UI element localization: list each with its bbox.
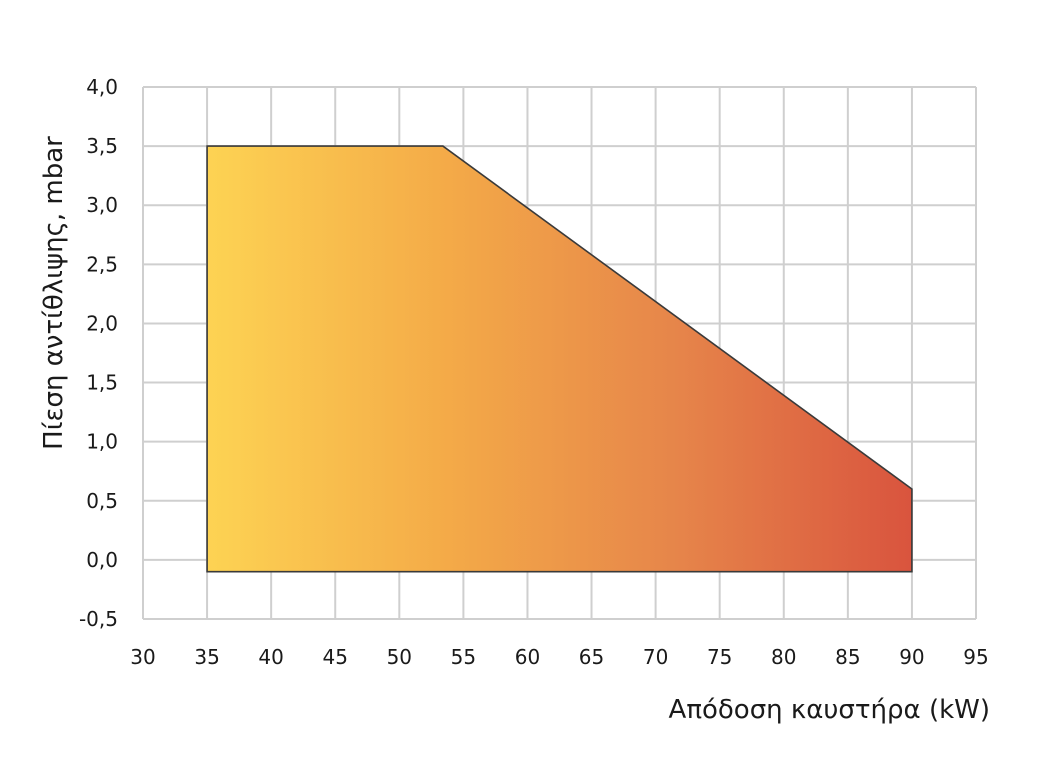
plot-area bbox=[206, 145, 913, 573]
x-tick-label: 60 bbox=[515, 645, 540, 669]
x-tick-label: 80 bbox=[771, 645, 796, 669]
x-tick-label: 45 bbox=[323, 645, 348, 669]
y-tick-label: 1,0 bbox=[86, 430, 118, 454]
y-tick-label: 0,5 bbox=[86, 489, 118, 513]
y-axis-ticks: -0,5 0,0 0,5 1,0 1,5 2,0 2,5 3,0 3,5 4,0 bbox=[79, 75, 118, 631]
x-tick-label: 85 bbox=[835, 645, 860, 669]
y-tick-label: 1,5 bbox=[86, 371, 118, 395]
x-tick-label: 50 bbox=[387, 645, 412, 669]
y-tick-label: 2,0 bbox=[86, 311, 118, 335]
x-tick-label: 30 bbox=[130, 645, 155, 669]
x-axis-title: Απόδοση καυστήρα (kW) bbox=[669, 695, 990, 725]
operating-range-area bbox=[206, 145, 913, 573]
y-tick-label: 0,0 bbox=[86, 548, 118, 572]
y-tick-label: 3,0 bbox=[86, 193, 118, 217]
y-axis-title: Πίεση αντίθλιψης, mbar bbox=[39, 136, 69, 450]
x-tick-label: 70 bbox=[643, 645, 668, 669]
x-tick-label: 55 bbox=[451, 645, 476, 669]
x-tick-label: 65 bbox=[579, 645, 604, 669]
y-tick-label: 2,5 bbox=[86, 252, 118, 276]
x-tick-label: 95 bbox=[963, 645, 988, 669]
x-axis-ticks: 30 35 40 45 50 55 60 65 70 75 80 85 90 95 bbox=[130, 645, 988, 669]
y-tick-label: -0,5 bbox=[79, 607, 118, 631]
x-tick-label: 75 bbox=[707, 645, 732, 669]
x-tick-label: 90 bbox=[899, 645, 924, 669]
y-tick-label: 4,0 bbox=[86, 75, 118, 99]
x-tick-label: 40 bbox=[258, 645, 283, 669]
y-tick-label: 3,5 bbox=[86, 134, 118, 158]
x-tick-label: 35 bbox=[194, 645, 219, 669]
